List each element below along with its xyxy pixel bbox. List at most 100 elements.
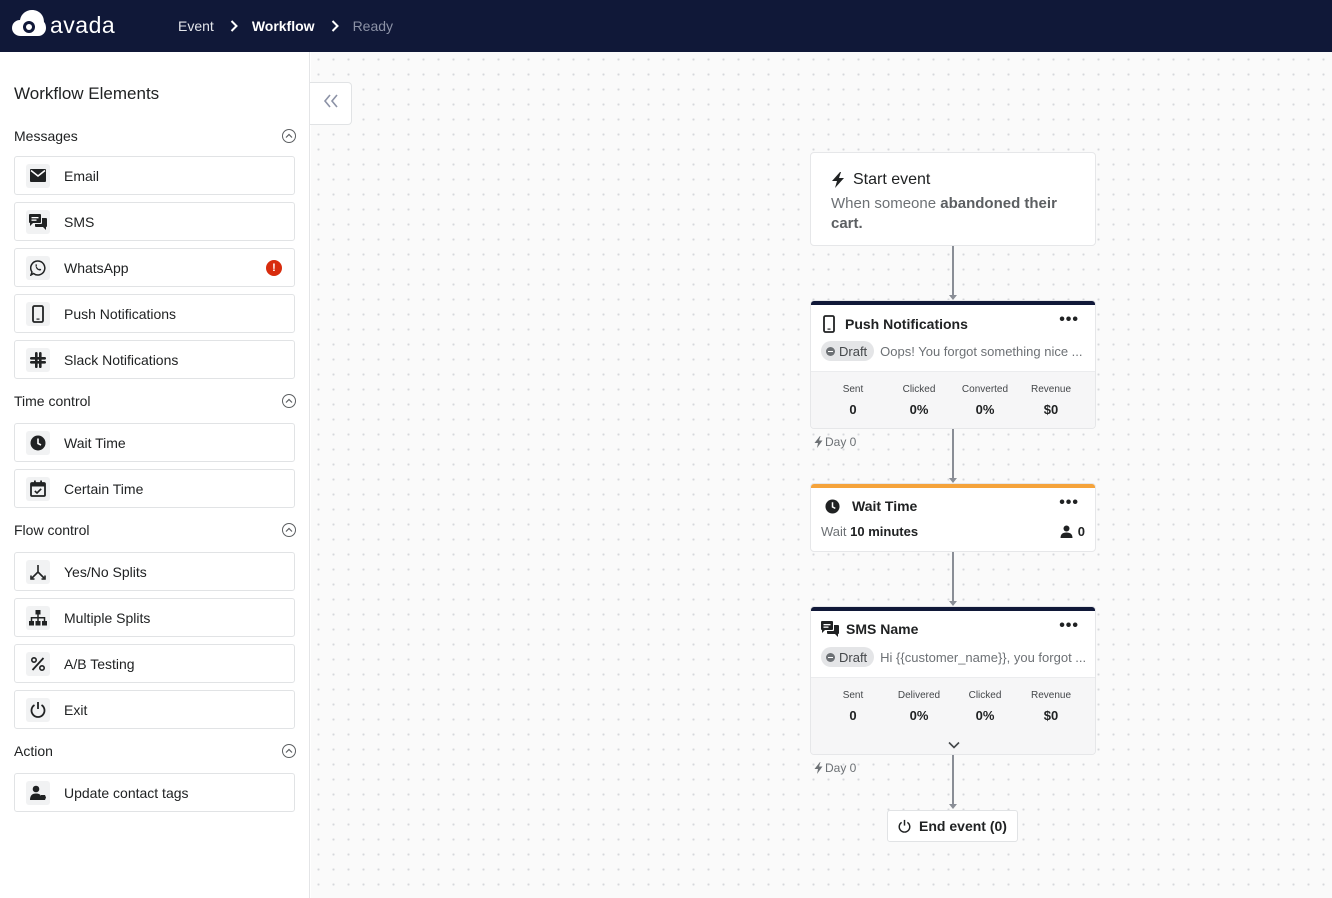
sidebar-item-label: Slack Notifications: [64, 351, 179, 368]
connector-line: [952, 552, 954, 602]
stat-converted: Converted 0%: [952, 372, 1018, 428]
chevron-up-icon[interactable]: [282, 744, 296, 758]
arrow-down-icon: [949, 478, 957, 483]
message-preview: Oops! You forgot something nice ...: [880, 343, 1083, 359]
section-action-header[interactable]: Action: [14, 741, 296, 761]
wait-time-node[interactable]: Wait Time ••• Wait 10 minutes 0: [810, 483, 1096, 552]
double-chevron-left-icon: [323, 94, 339, 113]
arrow-down-icon: [949, 295, 957, 300]
chevron-right-icon: [230, 20, 238, 32]
sidebar-item-yes-no-splits[interactable]: Yes/No Splits: [14, 552, 295, 591]
section-title: Messages: [14, 128, 78, 144]
lightning-icon: [814, 436, 823, 448]
sidebar-item-whatsapp[interactable]: WhatsApp !: [14, 248, 295, 287]
mobile-icon: [823, 315, 835, 333]
chevron-right-icon: [331, 20, 339, 32]
chevron-down-icon[interactable]: [948, 741, 960, 749]
sidebar-item-exit[interactable]: Exit: [14, 690, 295, 729]
end-event-label: End event (0): [919, 818, 1007, 834]
sidebar-item-label: Exit: [64, 701, 88, 718]
breadcrumb-ready: Ready: [352, 18, 394, 34]
chat-bubbles-icon: [821, 621, 839, 637]
sidebar-item-label: Update contact tags: [64, 784, 189, 801]
envelope-icon: [26, 163, 50, 188]
connector-line: [952, 246, 954, 296]
sidebar-item-multiple-splits[interactable]: Multiple Splits: [14, 598, 295, 637]
stat-delivered: Delivered 0%: [886, 678, 952, 754]
more-options-icon[interactable]: •••: [1059, 311, 1079, 328]
sitemap-icon: [26, 605, 50, 630]
lightning-icon: [831, 172, 845, 188]
sidebar-item-ab-testing[interactable]: A/B Testing: [14, 644, 295, 683]
message-preview: Hi {{customer_name}}, you forgot ...: [880, 649, 1087, 665]
arrow-down-icon: [949, 601, 957, 606]
stat-value: $0: [1043, 708, 1059, 723]
stat-sent: Sent 0: [820, 678, 886, 754]
push-notification-node[interactable]: Push Notifications ••• Draft Oops! You f…: [810, 300, 1096, 429]
sidebar-item-label: Email: [64, 167, 100, 184]
day-label: Day 0: [814, 435, 856, 449]
chevron-up-icon[interactable]: [282, 129, 296, 143]
workflow-elements-sidebar: Workflow Elements Messages Email SMS Wha…: [0, 52, 310, 898]
chevron-up-icon[interactable]: [282, 394, 296, 408]
status-badge: Draft: [821, 341, 875, 361]
power-icon: [898, 819, 911, 833]
minus-circle-icon: [826, 652, 835, 662]
stat-value: 0: [849, 402, 857, 417]
breadcrumb-event[interactable]: Event: [178, 18, 214, 34]
sidebar-item-update-contact-tags[interactable]: Update contact tags: [14, 773, 295, 812]
breadcrumb: Event Workflow Ready: [178, 0, 393, 52]
clock-icon: [26, 430, 50, 455]
sms-node[interactable]: SMS Name ••• Draft Hi {{customer_name}},…: [810, 606, 1096, 755]
power-icon: [26, 697, 50, 722]
mobile-icon: [26, 301, 50, 326]
sidebar-item-certain-time[interactable]: Certain Time: [14, 469, 295, 508]
node-title: SMS Name: [846, 621, 919, 637]
sidebar-item-email[interactable]: Email: [14, 156, 295, 195]
sidebar-item-wait-time[interactable]: Wait Time: [14, 423, 295, 462]
stat-sent: Sent 0: [820, 372, 886, 428]
sidebar-item-label: SMS: [64, 213, 95, 230]
node-header: Push Notifications: [823, 315, 968, 333]
section-flow-control-header[interactable]: Flow control: [14, 520, 296, 540]
logo[interactable]: avada: [12, 10, 115, 40]
more-options-icon[interactable]: •••: [1059, 494, 1079, 511]
start-event-description: When someone abandoned their cart.: [831, 194, 1081, 234]
chevron-up-icon[interactable]: [282, 523, 296, 537]
user-icon: [1060, 525, 1073, 538]
sidebar-item-label: WhatsApp: [64, 259, 129, 276]
cloud-logo-icon: [12, 10, 46, 36]
sidebar-item-label: Yes/No Splits: [64, 563, 147, 580]
breadcrumb-workflow[interactable]: Workflow: [251, 18, 315, 34]
stat-label: Sent: [842, 384, 864, 395]
section-messages-header[interactable]: Messages: [14, 126, 296, 146]
user-tag-icon: [26, 780, 50, 805]
sidebar-item-sms[interactable]: SMS: [14, 202, 295, 241]
stat-value: 0%: [909, 402, 929, 417]
stat-clicked: Clicked 0%: [952, 678, 1018, 754]
sidebar-item-label: Wait Time: [64, 434, 126, 451]
stat-label: Clicked: [902, 384, 936, 395]
slack-icon: [26, 347, 50, 372]
sidebar-item-push-notifications[interactable]: Push Notifications: [14, 294, 295, 333]
section-title: Time control: [14, 393, 91, 409]
minus-circle-icon: [826, 346, 835, 356]
node-preview-row: Draft Oops! You forgot something nice ..…: [821, 341, 1083, 361]
section-title: Flow control: [14, 522, 90, 538]
contact-count: 0: [1060, 524, 1085, 539]
sidebar-item-label: Multiple Splits: [64, 609, 151, 626]
node-stats: Sent 0 Delivered 0% Clicked 0% Revenue $0: [811, 677, 1095, 754]
status-badge: Draft: [821, 647, 875, 667]
stat-revenue: Revenue $0: [1018, 372, 1084, 428]
more-options-icon[interactable]: •••: [1059, 617, 1079, 634]
section-time-control-header[interactable]: Time control: [14, 391, 296, 411]
arrow-down-icon: [949, 804, 957, 809]
stat-value: 0: [849, 708, 857, 723]
stat-value: 0%: [909, 708, 929, 723]
end-event-button[interactable]: End event (0): [887, 810, 1018, 842]
start-event-card[interactable]: Start event When someone abandoned their…: [810, 152, 1096, 246]
collapse-sidebar-button[interactable]: [310, 82, 352, 125]
sidebar-item-label: Push Notifications: [64, 305, 177, 322]
sidebar-item-label: A/B Testing: [64, 655, 135, 672]
sidebar-item-slack-notifications[interactable]: Slack Notifications: [14, 340, 295, 379]
